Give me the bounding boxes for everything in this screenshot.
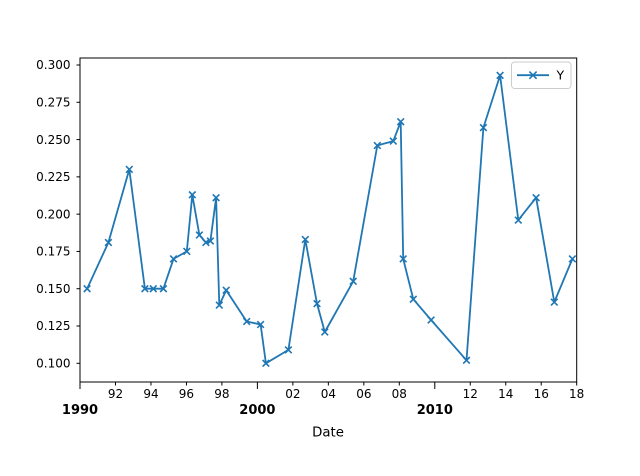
x-major-tick-label: 2000 bbox=[239, 403, 275, 418]
data-series bbox=[83, 71, 577, 368]
y-tick-label: 0.225 bbox=[36, 170, 70, 184]
x-minor-tick-label: 94 bbox=[143, 387, 158, 401]
x-minor-tick-label: 04 bbox=[321, 387, 336, 401]
x-minor-tick-label: 16 bbox=[534, 387, 549, 401]
y-axis: 0.100 0.125 0.150 0.175 0.200 0.225 0.250 0.275… bbox=[36, 58, 80, 371]
y-tick-label: 0.250 bbox=[36, 133, 70, 147]
x-minor-tick-label: 02 bbox=[285, 387, 300, 401]
x-minor-tick-label: 06 bbox=[356, 387, 371, 401]
x-minor-tick-label: 18 bbox=[569, 387, 584, 401]
y-tick-label: 0.100 bbox=[36, 357, 70, 371]
legend-entry-label: Y bbox=[556, 68, 565, 83]
plot-border bbox=[79, 57, 578, 383]
y-tick-label: 0.150 bbox=[36, 282, 70, 296]
x-minor-tick-label: 14 bbox=[498, 387, 513, 401]
x-minor-tick-label: 96 bbox=[179, 387, 194, 401]
y-tick-label: 0.300 bbox=[36, 58, 70, 72]
plot-area bbox=[79, 57, 578, 383]
x-minor-tick-label: 08 bbox=[392, 387, 407, 401]
x-minor-tick-label: 12 bbox=[463, 387, 478, 401]
x-minor-tick-label: 98 bbox=[214, 387, 229, 401]
x-axis-title: Date bbox=[312, 426, 344, 441]
x-major-tick-label: 2010 bbox=[417, 403, 453, 418]
y-tick-label: 0.175 bbox=[36, 245, 70, 259]
legend: Y bbox=[511, 61, 572, 89]
legend-x-marker-icon bbox=[528, 71, 538, 80]
series-x-markers bbox=[83, 71, 577, 368]
y-tick-label: 0.200 bbox=[36, 207, 70, 221]
x-minor-tick-label: 92 bbox=[108, 387, 123, 401]
x-major-tick-label: 1990 bbox=[62, 403, 98, 418]
y-tick-label: 0.125 bbox=[36, 319, 70, 333]
x-axis: 92 94 96 98 02 04 06 08 12 14 16 18 1990 2000 2010 bbox=[62, 382, 584, 418]
series-line bbox=[86, 74, 574, 365]
y-tick-label: 0.275 bbox=[36, 95, 70, 109]
